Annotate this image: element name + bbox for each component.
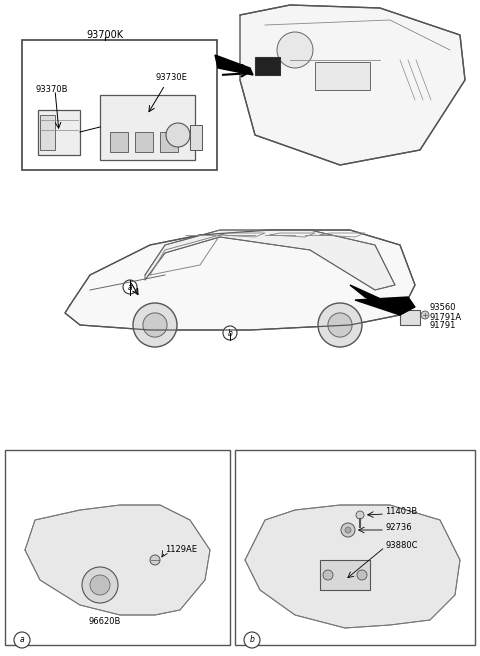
Circle shape	[143, 313, 167, 337]
Circle shape	[318, 303, 362, 347]
Polygon shape	[240, 5, 465, 165]
Text: 93700K: 93700K	[86, 30, 123, 40]
Bar	[160, 132, 178, 152]
Text: a: a	[128, 283, 132, 291]
Polygon shape	[25, 505, 210, 615]
Circle shape	[328, 313, 352, 337]
Text: 93880C: 93880C	[385, 541, 418, 550]
Polygon shape	[145, 230, 395, 290]
Circle shape	[90, 575, 110, 595]
Bar	[315, 62, 370, 90]
Circle shape	[341, 523, 355, 537]
Bar	[190, 125, 202, 150]
Polygon shape	[350, 285, 405, 315]
Bar	[5, 450, 230, 645]
Circle shape	[123, 280, 137, 294]
Circle shape	[223, 326, 237, 340]
Bar	[40, 115, 55, 150]
Circle shape	[277, 32, 313, 68]
Circle shape	[82, 567, 118, 603]
Circle shape	[244, 632, 260, 648]
Bar	[22, 40, 217, 170]
Bar	[100, 95, 195, 160]
Bar	[400, 310, 420, 325]
Text: b: b	[250, 636, 254, 644]
Text: 93730E: 93730E	[155, 73, 187, 83]
Polygon shape	[245, 505, 460, 628]
Text: 1129AE: 1129AE	[165, 546, 197, 554]
Circle shape	[14, 632, 30, 648]
Text: 11403B: 11403B	[385, 508, 417, 516]
Text: 91791: 91791	[430, 321, 456, 331]
Bar	[110, 132, 128, 152]
Text: 93560: 93560	[430, 304, 456, 312]
Polygon shape	[355, 297, 415, 315]
Circle shape	[323, 570, 333, 580]
Text: b: b	[228, 329, 232, 337]
Circle shape	[166, 123, 190, 147]
Polygon shape	[65, 230, 415, 330]
Text: 93370B: 93370B	[35, 85, 68, 94]
Circle shape	[357, 570, 367, 580]
Circle shape	[421, 311, 429, 319]
Circle shape	[345, 527, 351, 533]
Text: 92736: 92736	[385, 523, 412, 533]
Circle shape	[356, 511, 364, 519]
Text: a: a	[20, 636, 24, 644]
Bar	[255, 57, 280, 75]
Bar	[135, 132, 153, 152]
Circle shape	[150, 555, 160, 565]
Circle shape	[133, 303, 177, 347]
Bar	[235, 450, 475, 645]
Polygon shape	[215, 55, 253, 75]
Bar	[320, 560, 370, 590]
Text: 96620B: 96620B	[89, 617, 121, 626]
Text: 91791A: 91791A	[430, 314, 462, 323]
Bar	[38, 110, 80, 155]
